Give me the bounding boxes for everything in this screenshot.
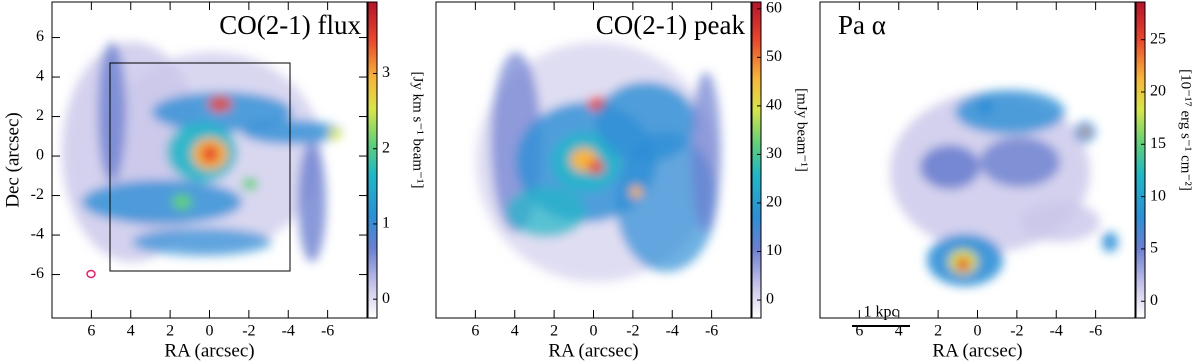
colorbar — [751, 1, 762, 319]
emission — [956, 257, 970, 271]
emission — [1081, 128, 1089, 136]
y-tick-label: 2 — [36, 107, 44, 124]
x-tick-label: 4 — [511, 323, 519, 340]
image-area — [62, 42, 342, 262]
colorbar-tick-label: 25 — [1150, 30, 1166, 47]
scale-bar-label: 1 kpc — [863, 304, 898, 321]
colorbar-tick-label: 1 — [382, 215, 390, 232]
x-tick-label: 0 — [974, 323, 982, 340]
colorbar-tick-label: 5 — [1150, 240, 1158, 257]
emission — [329, 128, 341, 140]
beam — [86, 269, 96, 279]
y-tick-label: -4 — [31, 226, 44, 243]
emission — [201, 145, 219, 163]
y-axis-label: Dec (arcsec) — [2, 112, 23, 207]
colorbar — [1135, 1, 1146, 319]
colorbar-tick-label: 0 — [766, 291, 774, 308]
emission — [506, 187, 586, 237]
colorbar-tick-label: 10 — [1150, 187, 1166, 204]
x-tick-label: 2 — [550, 323, 558, 340]
image-area — [890, 90, 1118, 286]
x-tick-label: -6 — [705, 323, 718, 340]
x-axis-label: RA (arcsec) — [932, 340, 1022, 361]
emission — [630, 186, 642, 198]
colorbar-tick-label: 30 — [766, 145, 782, 162]
x-axis-label: RA (arcsec) — [164, 340, 254, 361]
x-tick-label: 6 — [87, 323, 95, 340]
emission — [1020, 202, 1100, 242]
panel-title: CO(2-1) flux — [219, 10, 361, 40]
emission — [977, 99, 993, 115]
emission — [588, 160, 604, 174]
emission — [208, 96, 232, 112]
emission — [82, 180, 242, 224]
x-tick-label: -4 — [666, 323, 679, 340]
x-tick-label: 4 — [127, 323, 135, 340]
x-tick-label: -2 — [626, 323, 639, 340]
panel-title: CO(2-1) peak — [596, 10, 746, 40]
colorbar-tick-label: 2 — [382, 139, 390, 156]
emission — [242, 178, 258, 190]
x-tick-label: -2 — [242, 323, 255, 340]
x-axis-label: RA (arcsec) — [548, 340, 638, 361]
colorbar-tick-label: 0 — [382, 290, 390, 307]
x-tick-label: 2 — [166, 323, 174, 340]
x-tick-label: -6 — [1089, 323, 1102, 340]
colorbar-tick-label: 40 — [766, 97, 782, 114]
colorbar-tick-label: 0 — [1150, 292, 1158, 309]
x-tick-label: 6 — [855, 323, 863, 340]
region-box — [109, 62, 291, 272]
y-tick-label: 0 — [36, 147, 44, 164]
colorbar-tick-label: 20 — [766, 194, 782, 211]
emission — [172, 194, 192, 210]
x-tick-label: 0 — [206, 323, 214, 340]
y-tick-label: -6 — [31, 265, 44, 282]
x-tick-label: 2 — [934, 323, 942, 340]
x-tick-label: 4 — [895, 323, 903, 340]
x-tick-label: -6 — [321, 323, 334, 340]
colorbar-tick-label: 10 — [766, 242, 782, 259]
colorbar-tick-label: 50 — [766, 48, 782, 65]
y-tick-label: -2 — [31, 186, 44, 203]
x-tick-label: -4 — [282, 323, 295, 340]
y-tick-label: 6 — [36, 28, 44, 45]
panel: 6 4 2 0 -2 -4 -6RA (arcsec)CO(2-1) peak0102030… — [435, 0, 810, 361]
colorbar-tick-label: 20 — [1150, 83, 1166, 100]
emission — [242, 120, 342, 144]
colorbar-label: [10⁻¹⁷ erg s⁻¹ cm⁻²] — [1178, 69, 1194, 191]
emission — [98, 42, 126, 182]
colorbar-tick-label: 60 — [766, 0, 782, 16]
x-tick-label: -2 — [1010, 323, 1023, 340]
emission — [920, 145, 980, 189]
colorbar-label: [mJy beam⁻¹] — [794, 88, 810, 172]
x-tick-label: 6 — [471, 323, 479, 340]
emission — [691, 72, 721, 232]
emission — [132, 228, 272, 256]
emission — [955, 90, 1065, 134]
panel: 6 4 2 0 -2 -4 -6RA (arcsec)Pa α0510152025[10⁻¹… — [819, 1, 1194, 361]
colorbar-tick-label: 3 — [382, 64, 390, 81]
colorbar-label: [Jy km s⁻¹ beam⁻¹] — [410, 72, 426, 189]
emission — [298, 142, 326, 262]
emission — [616, 132, 716, 272]
y-tick-label: 4 — [36, 68, 44, 85]
panel: 6 4 2 0 -2 -4 -6 RA (arcsec) -6 -4 -2 0 2 4 6 Dec (arcs… — [2, 1, 426, 361]
emission — [152, 92, 292, 132]
panel-title: Pa α — [838, 10, 886, 40]
colorbar — [367, 1, 378, 319]
x-tick-label: 0 — [590, 323, 598, 340]
x-tick-label: -4 — [1050, 323, 1063, 340]
image-area — [476, 42, 721, 282]
emission — [1102, 232, 1118, 252]
emission — [980, 137, 1060, 187]
colorbar-tick-label: 15 — [1150, 135, 1166, 152]
